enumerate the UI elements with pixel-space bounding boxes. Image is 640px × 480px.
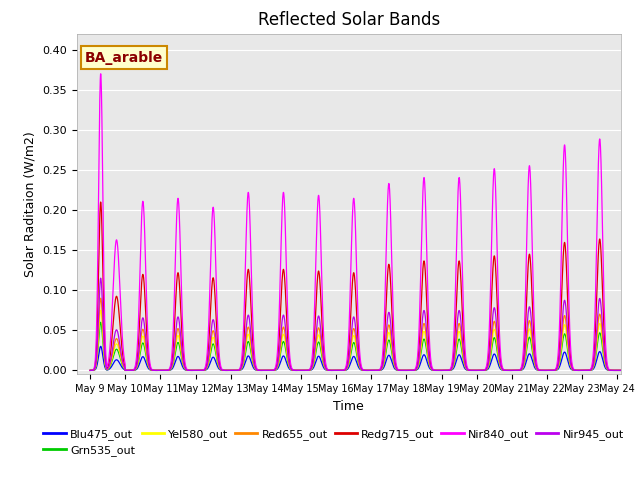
Line: Nir945_out: Nir945_out	[90, 278, 640, 371]
Yel580_out	[192, 368, 200, 373]
Nir945_out	[568, 365, 575, 371]
Grn535_out	[192, 368, 200, 373]
Grn535_out	[554, 366, 561, 372]
Nir840_out	[422, 235, 430, 241]
Blu475_out	[568, 367, 575, 372]
Blu475_out	[86, 368, 94, 373]
Grn535_out	[86, 368, 94, 373]
Nir945_out	[203, 363, 211, 369]
Blu475_out	[203, 366, 211, 372]
Text: BA_arable: BA_arable	[85, 51, 163, 65]
Grn535_out	[392, 367, 400, 372]
Red655_out	[86, 368, 94, 373]
Redg715_out	[554, 363, 561, 369]
Nir945_out	[526, 304, 534, 310]
Yel580_out	[526, 326, 534, 332]
Grn535_out	[422, 346, 430, 352]
Red655_out	[392, 366, 400, 372]
Y-axis label: Solar Raditaion (W/m2): Solar Raditaion (W/m2)	[24, 131, 36, 277]
Yel580_out	[568, 366, 575, 372]
Blu475_out	[192, 368, 200, 373]
Grn535_out	[526, 335, 534, 340]
Nir945_out	[392, 366, 400, 372]
Nir945_out	[192, 368, 200, 373]
Yel580_out	[554, 366, 561, 372]
Nir840_out	[86, 368, 94, 373]
Nir945_out	[86, 368, 94, 373]
Redg715_out	[568, 363, 575, 369]
Redg715_out	[203, 360, 211, 365]
Red655_out	[97, 295, 104, 301]
Red655_out	[526, 318, 534, 324]
Grn535_out	[568, 366, 575, 372]
Red655_out	[203, 364, 211, 370]
Red655_out	[422, 336, 430, 341]
Blu475_out	[526, 351, 534, 357]
Redg715_out	[86, 368, 94, 373]
Line: Blu475_out: Blu475_out	[90, 347, 640, 371]
Yel580_out	[97, 307, 104, 313]
Redg715_out	[97, 199, 104, 205]
Line: Grn535_out: Grn535_out	[90, 322, 640, 371]
Red655_out	[554, 366, 561, 372]
X-axis label: Time: Time	[333, 400, 364, 413]
Nir840_out	[568, 359, 575, 365]
Nir840_out	[203, 353, 211, 359]
Blu475_out	[97, 344, 104, 349]
Blu475_out	[392, 367, 400, 373]
Line: Red655_out: Red655_out	[90, 298, 640, 371]
Nir840_out	[192, 368, 200, 373]
Nir945_out	[97, 276, 104, 281]
Line: Yel580_out: Yel580_out	[90, 310, 640, 371]
Yel580_out	[392, 366, 400, 372]
Red655_out	[192, 368, 200, 373]
Redg715_out	[422, 292, 430, 298]
Yel580_out	[86, 368, 94, 373]
Line: Redg715_out: Redg715_out	[90, 202, 640, 371]
Nir840_out	[97, 71, 104, 77]
Yel580_out	[203, 365, 211, 371]
Grn535_out	[97, 319, 104, 325]
Nir840_out	[526, 164, 534, 169]
Blu475_out	[554, 367, 561, 372]
Redg715_out	[192, 368, 200, 373]
Yel580_out	[422, 341, 430, 347]
Redg715_out	[526, 252, 534, 257]
Redg715_out	[392, 364, 400, 370]
Nir945_out	[422, 326, 430, 332]
Blu475_out	[422, 357, 430, 362]
Nir840_out	[554, 360, 561, 366]
Line: Nir840_out: Nir840_out	[90, 74, 640, 371]
Grn535_out	[203, 365, 211, 371]
Legend: Blu475_out, Grn535_out, Yel580_out, Red655_out, Redg715_out, Nir840_out, Nir945_: Blu475_out, Grn535_out, Yel580_out, Red6…	[39, 424, 628, 460]
Title: Reflected Solar Bands: Reflected Solar Bands	[258, 11, 440, 29]
Red655_out	[568, 365, 575, 371]
Nir840_out	[392, 362, 400, 368]
Nir945_out	[554, 365, 561, 371]
